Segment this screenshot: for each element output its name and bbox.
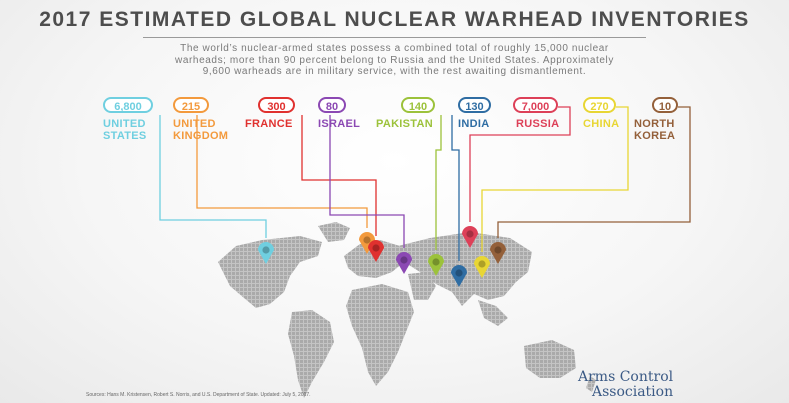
value-label-pakistan: 140 xyxy=(401,97,435,113)
map-new-zealand xyxy=(586,376,596,392)
leader-line-russia xyxy=(469,106,571,222)
value-label-france: 300 xyxy=(258,97,295,113)
leader-line-france xyxy=(301,115,377,236)
country-name-pakistan: PAKISTAN xyxy=(376,118,433,130)
country-name-north-korea: NORTH KOREA xyxy=(634,118,676,142)
country-name-united-kingdom: UNITED KINGDOM xyxy=(173,118,229,142)
logo-line-2: Association xyxy=(591,384,674,400)
subtitle: The world’s nuclear-armed states possess… xyxy=(118,43,671,78)
country-name-israel: ISRAEL xyxy=(318,118,361,130)
map-south-america xyxy=(288,310,334,398)
value-label-israel: 80 xyxy=(318,97,346,113)
value-label-russia: 7,000 xyxy=(513,97,558,113)
map-north-america xyxy=(218,236,322,308)
map-africa xyxy=(346,284,414,386)
pin-israel xyxy=(396,252,412,274)
subtitle-line-2: warheads; more than 90 percent belong to… xyxy=(175,54,614,66)
title-divider xyxy=(143,37,646,38)
subtitle-line-3: 9,600 warheads are in military service, … xyxy=(202,66,587,77)
pin-north-korea xyxy=(490,242,506,264)
leader-line-china xyxy=(481,106,629,252)
leader-line-israel xyxy=(329,115,405,248)
pin-france xyxy=(368,240,384,262)
value-label-united-states: 6,800 xyxy=(103,97,153,113)
leader-line-united-kingdom xyxy=(196,115,368,228)
leader-line-united-states xyxy=(159,115,267,238)
value-label-india: 130 xyxy=(458,97,491,113)
pin-india xyxy=(451,265,467,287)
map-australia xyxy=(524,340,576,378)
pin-russia xyxy=(462,226,478,248)
location-pins xyxy=(258,226,506,287)
pin-united-states xyxy=(258,242,274,264)
country-name-china: CHINA xyxy=(583,118,620,130)
pin-pakistan xyxy=(428,254,444,276)
country-name-india: INDIA xyxy=(458,118,490,130)
leader-line-india xyxy=(451,115,460,261)
arms-control-association-logo: Arms Control Association xyxy=(578,370,673,399)
map-europe xyxy=(344,240,404,278)
map-middle-east xyxy=(408,272,436,300)
source-note: Sources: Hans M. Kristensen, Robert S. N… xyxy=(86,392,311,398)
value-label-china: 270 xyxy=(583,97,616,113)
value-label-north-korea: 10 xyxy=(652,97,678,113)
pin-united-kingdom xyxy=(359,232,375,254)
subtitle-line-1: The world’s nuclear-armed states possess… xyxy=(180,43,609,54)
leader-line-north-korea xyxy=(497,106,691,238)
country-name-russia: RUSSIA xyxy=(516,118,560,130)
page-title: 2017 ESTIMATED GLOBAL NUCLEAR WARHEAD IN… xyxy=(39,8,750,31)
value-label-united-kingdom: 215 xyxy=(173,97,209,113)
leader-line-pakistan xyxy=(435,115,442,250)
logo-line-1: Arms Control xyxy=(578,369,674,385)
leader-lines xyxy=(159,106,691,261)
country-name-france: FRANCE xyxy=(245,118,293,130)
map-southeast-asia xyxy=(478,300,508,326)
map-greenland xyxy=(318,222,350,242)
world-map xyxy=(218,222,596,398)
country-name-united-states: UNITED STATES xyxy=(103,118,147,142)
pin-china xyxy=(474,256,490,278)
